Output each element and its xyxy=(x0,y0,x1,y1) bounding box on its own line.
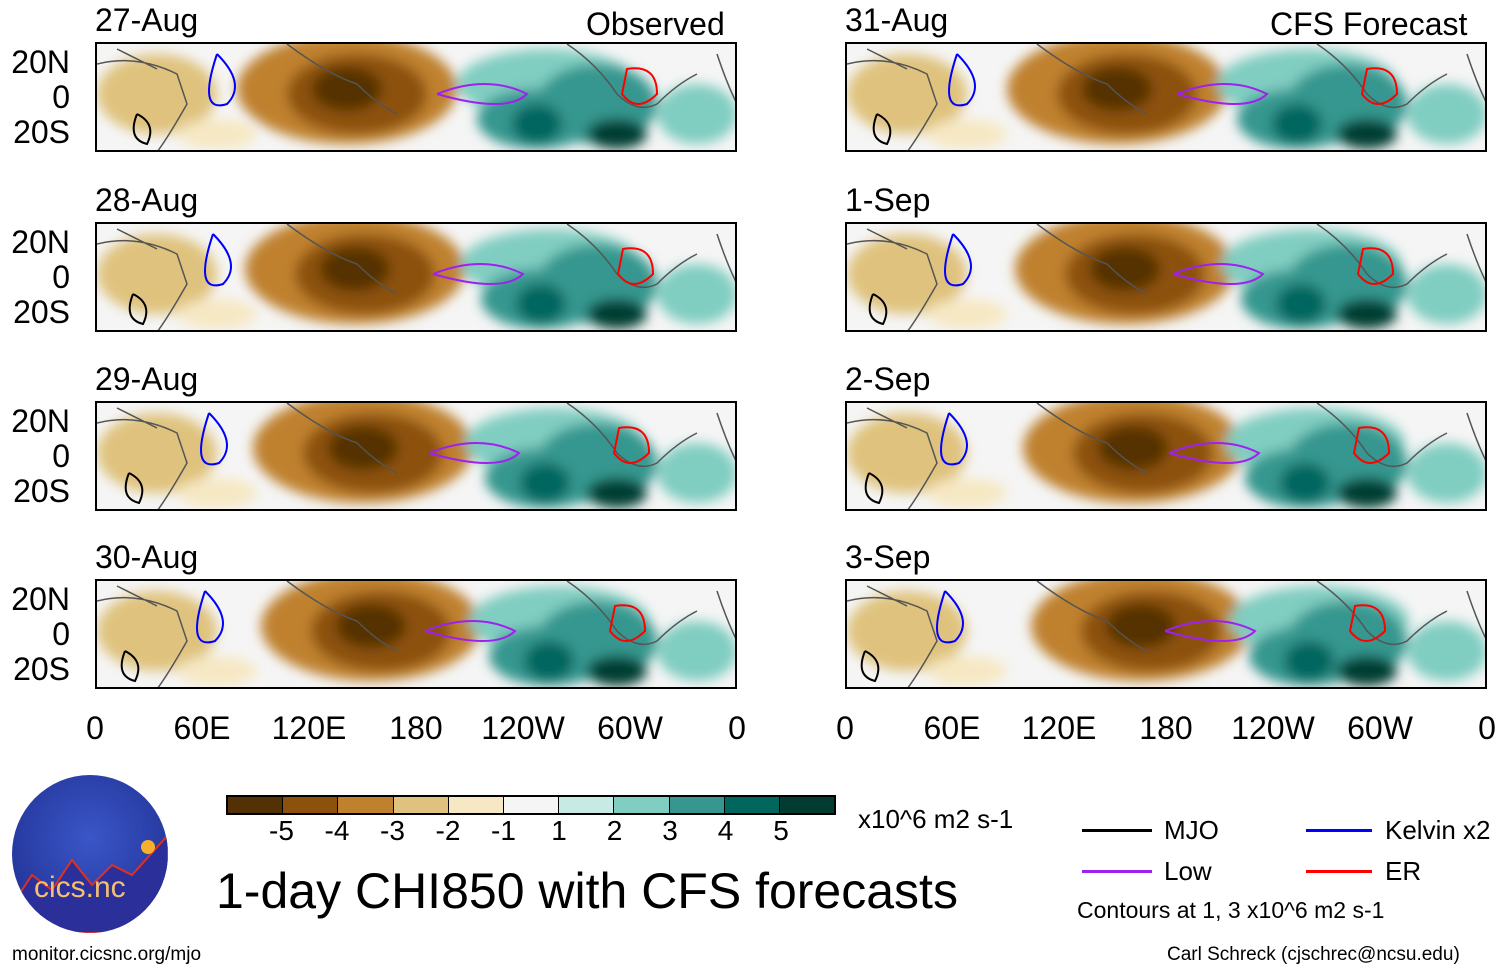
legend-line-er xyxy=(1306,870,1372,873)
colorbar-swatch xyxy=(228,797,283,813)
panel-date: 28-Aug xyxy=(95,182,199,218)
lat-label: 20S xyxy=(13,473,70,509)
colorbar-tick-label: -1 xyxy=(491,815,516,846)
colorbar-swatch xyxy=(613,797,669,813)
lat-label: 0 xyxy=(52,79,70,115)
lon-label: 120E xyxy=(1021,710,1097,746)
figure-title: 1-day CHI850 with CFS forecasts xyxy=(216,863,958,919)
colorbar-tick-label: 3 xyxy=(662,815,678,846)
colorbar-swatch xyxy=(337,797,393,813)
footer-url[interactable]: monitor.cicsnc.org/mjo xyxy=(12,944,202,965)
lon-label: 180 xyxy=(1139,710,1193,746)
colorbar-tick-label: -5 xyxy=(269,815,294,846)
colorbar-swatch xyxy=(502,797,559,813)
legend-label-mjo: MJO xyxy=(1164,815,1219,845)
lon-label: 120E xyxy=(271,710,347,746)
map-panel xyxy=(95,579,737,689)
legend-label-er: ER xyxy=(1385,856,1422,886)
forecast-title: CFS Forecast xyxy=(1270,6,1468,42)
lon-label: 180 xyxy=(389,710,443,746)
lon-label: 0 xyxy=(86,710,104,746)
lon-label: 120W xyxy=(481,710,565,746)
legend-label-low: Low xyxy=(1164,856,1212,886)
colorbar-tick-label: 1 xyxy=(551,815,567,846)
colorbar-tick-label: 5 xyxy=(773,815,789,846)
cics-logo: cics.nc xyxy=(12,775,168,933)
map-panel xyxy=(845,401,1487,511)
colorbar-swatch xyxy=(558,797,614,813)
lon-label: 0 xyxy=(836,710,854,746)
lon-label: 120W xyxy=(1231,710,1315,746)
map-panel xyxy=(845,222,1487,332)
lat-label: 0 xyxy=(52,438,70,474)
legend-line-low xyxy=(1082,870,1152,873)
panel-date: 27-Aug xyxy=(95,2,199,38)
map-panel xyxy=(845,42,1487,152)
lon-label: 0 xyxy=(1478,710,1496,746)
map-panel xyxy=(95,222,737,332)
colorbar-swatch xyxy=(392,797,448,813)
colorbar-tick-label: 2 xyxy=(606,815,623,846)
map-panel xyxy=(95,401,737,511)
lon-label: 0 xyxy=(728,710,746,746)
colorbar-tick-label: -3 xyxy=(380,815,405,846)
colorbar-tick-label: 4 xyxy=(717,815,734,846)
lat-label: 20N xyxy=(11,224,70,260)
lon-label: 60E xyxy=(173,710,231,746)
map-panel xyxy=(95,42,737,152)
lat-label: 20S xyxy=(13,294,70,330)
colorbar-swatch xyxy=(447,797,503,813)
footer-credit: Carl Schreck (cjschrec@ncsu.edu) xyxy=(1167,944,1460,965)
colorbar xyxy=(226,795,836,815)
lat-label: 20N xyxy=(11,44,70,80)
legend-line-kelvin xyxy=(1306,829,1372,832)
lon-label: 60W xyxy=(1347,710,1413,746)
colorbar-swatch xyxy=(668,797,724,813)
colorbar-swatch xyxy=(282,797,338,813)
colorbar-tick-label: -2 xyxy=(435,815,461,846)
lon-label: 60E xyxy=(923,710,981,746)
observed-title: Observed xyxy=(586,6,725,42)
lat-label: 20N xyxy=(11,581,70,617)
colorbar-swatch xyxy=(723,797,779,813)
legend-line-mjo xyxy=(1082,829,1152,832)
panel-date: 2-Sep xyxy=(845,361,931,397)
panel-date: 1-Sep xyxy=(845,182,931,218)
map-panel xyxy=(845,579,1487,689)
lat-label: 20S xyxy=(13,114,70,150)
logo-text: cics.nc xyxy=(34,871,126,904)
lat-label: 20S xyxy=(13,651,70,687)
colorbar-tick-label: -4 xyxy=(324,815,350,846)
panel-date: 30-Aug xyxy=(95,539,199,575)
contour-note: Contours at 1, 3 x10^6 m2 s-1 xyxy=(1077,897,1385,923)
lon-label: 60W xyxy=(597,710,663,746)
lat-label: 20N xyxy=(11,403,70,439)
panel-date: 29-Aug xyxy=(95,361,199,397)
colorbar-swatch xyxy=(778,797,835,813)
lat-label: 0 xyxy=(52,259,70,295)
panel-date: 3-Sep xyxy=(845,539,931,575)
legend-label-kelvin: Kelvin x2 xyxy=(1385,815,1491,845)
lat-label: 0 xyxy=(52,616,70,652)
colorbar-units: x10^6 m2 s-1 xyxy=(858,804,1014,834)
panel-date: 31-Aug xyxy=(845,2,949,38)
